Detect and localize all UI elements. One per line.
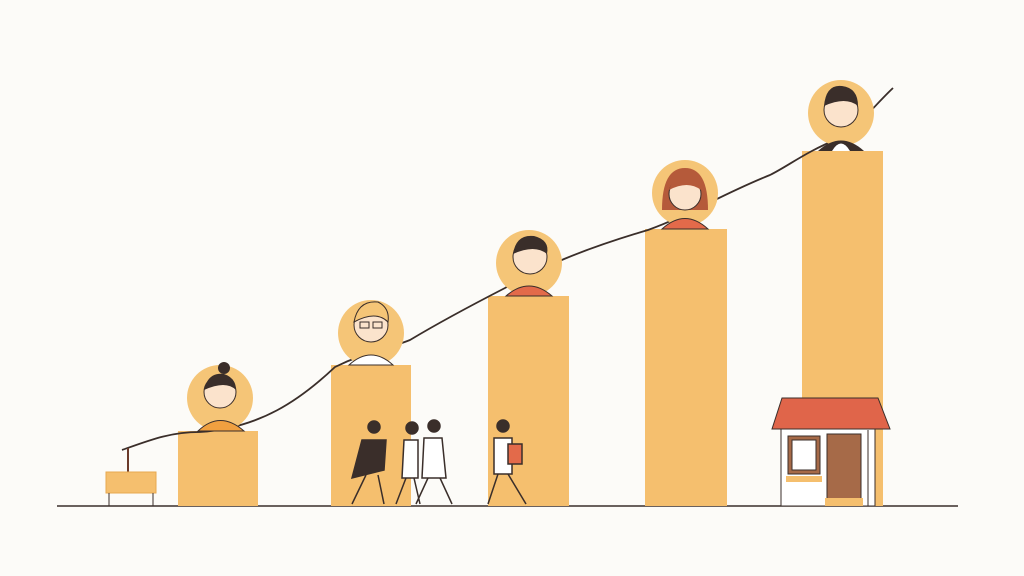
person-avatar-icon	[338, 300, 404, 366]
person-avatar-icon	[808, 80, 874, 151]
avatars	[187, 80, 874, 432]
bar-1	[178, 431, 258, 506]
bars	[178, 151, 883, 506]
bar-2	[331, 365, 411, 506]
shop-icon	[771, 397, 891, 507]
trend-line-icon	[121, 87, 894, 451]
walking-people-icon	[350, 419, 527, 505]
person-avatar-icon	[187, 362, 253, 432]
person-avatar-icon	[652, 160, 718, 230]
signpost-icon	[105, 448, 157, 506]
person-avatar-icon	[496, 230, 562, 297]
bar-4	[645, 229, 727, 506]
